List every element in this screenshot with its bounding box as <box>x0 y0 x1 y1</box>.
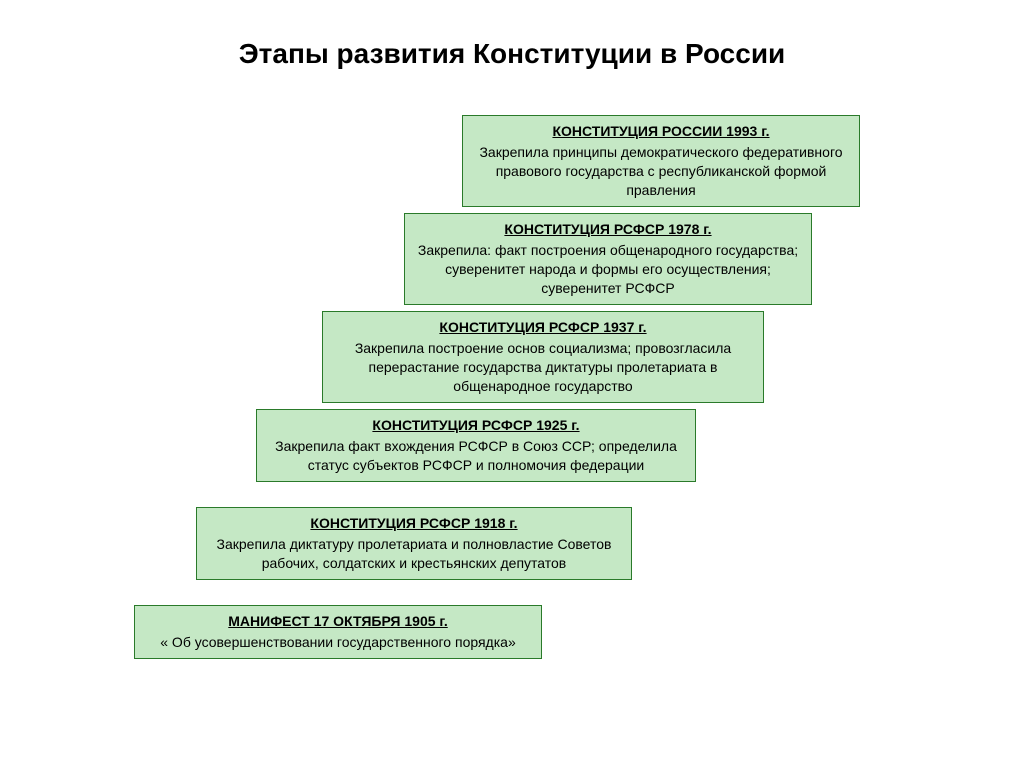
step-box-1918: КОНСТИТУЦИЯ РСФСР 1918 г. Закрепила дикт… <box>196 507 632 580</box>
step-body: Закрепила принципы демократического феде… <box>475 143 847 200</box>
step-box-1925: КОНСТИТУЦИЯ РСФСР 1925 г. Закрепила факт… <box>256 409 696 482</box>
step-heading: КОНСТИТУЦИЯ РСФСР 1918 г. <box>209 514 619 533</box>
step-heading: КОНСТИТУЦИЯ РСФСР 1937 г. <box>335 318 751 337</box>
step-body: « Об усовершенствовании государственного… <box>147 633 529 652</box>
step-box-1993: КОНСТИТУЦИЯ РОССИИ 1993 г. Закрепила при… <box>462 115 860 207</box>
step-body: Закрепила: факт построения общенародного… <box>417 241 799 298</box>
step-body: Закрепила факт вхождения РСФСР в Союз СС… <box>269 437 683 475</box>
step-box-1978: КОНСТИТУЦИЯ РСФСР 1978 г. Закрепила: фак… <box>404 213 812 305</box>
step-body: Закрепила диктатуру пролетариата и полно… <box>209 535 619 573</box>
step-body: Закрепила построение основ социализма; п… <box>335 339 751 396</box>
step-heading: МАНИФЕСТ 17 ОКТЯБРЯ 1905 г. <box>147 612 529 631</box>
page-title: Этапы развития Конституции в России <box>0 0 1024 90</box>
step-box-1937: КОНСТИТУЦИЯ РСФСР 1937 г. Закрепила пост… <box>322 311 764 403</box>
step-heading: КОНСТИТУЦИЯ РСФСР 1925 г. <box>269 416 683 435</box>
step-heading: КОНСТИТУЦИЯ РСФСР 1978 г. <box>417 220 799 239</box>
step-heading: КОНСТИТУЦИЯ РОССИИ 1993 г. <box>475 122 847 141</box>
step-box-1905: МАНИФЕСТ 17 ОКТЯБРЯ 1905 г. « Об усоверш… <box>134 605 542 659</box>
